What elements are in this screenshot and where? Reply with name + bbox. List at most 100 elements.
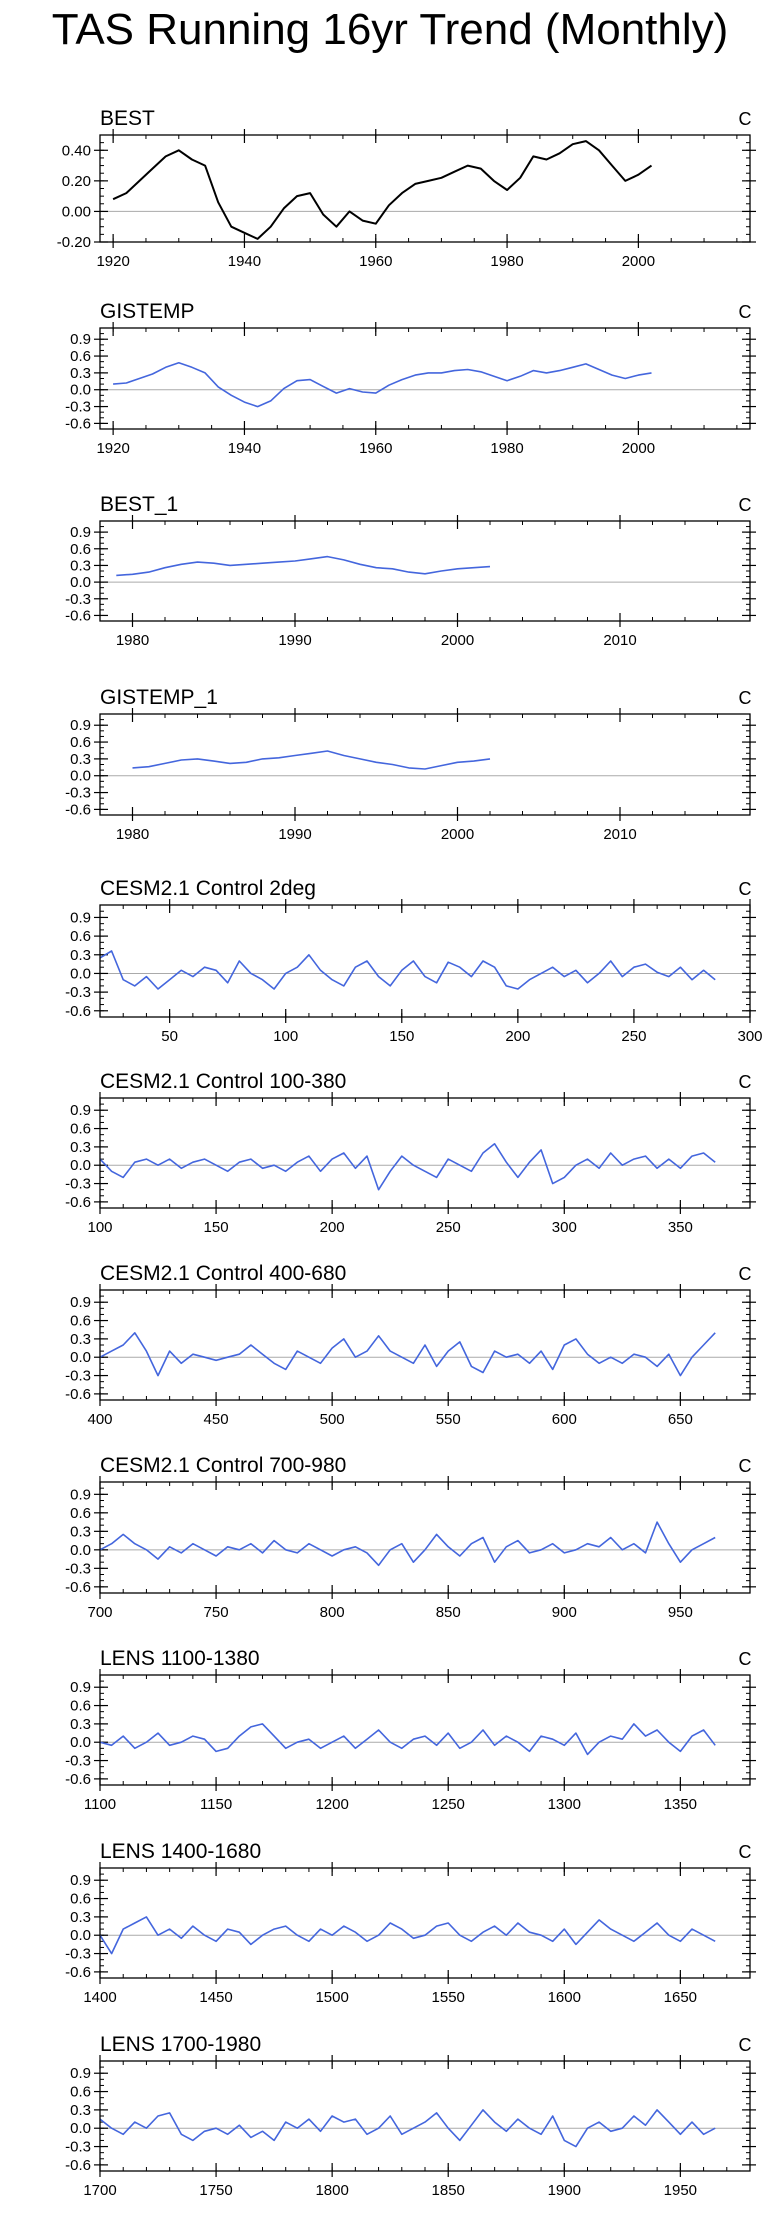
y-tick-label: 0.3 <box>70 1523 91 1540</box>
x-tick-label: 1750 <box>199 2182 232 2199</box>
x-tick-label: 350 <box>668 1219 693 1236</box>
series-line <box>99 1332 716 1377</box>
y-tick-label: 0.6 <box>70 348 91 365</box>
x-tick-label: 1960 <box>359 440 392 457</box>
panel-units: C <box>739 2035 752 2055</box>
y-tick-label: 0.9 <box>70 1872 91 1889</box>
x-tick-label: 300 <box>552 1219 577 1236</box>
y-tick-label: 0.0 <box>70 574 91 591</box>
panel-title: LENS 1700-1980 <box>100 2033 261 2056</box>
panel-title: BEST <box>100 107 155 130</box>
y-tick-label: 0.00 <box>62 203 91 220</box>
y-tick-label: -0.6 <box>65 607 91 624</box>
y-tick-label: 0.9 <box>70 717 91 734</box>
panel-units: C <box>739 879 752 899</box>
x-tick-label: 1200 <box>315 1796 348 1813</box>
x-tick-label: 1850 <box>432 2182 465 2199</box>
panel-units: C <box>739 1072 752 1092</box>
panel-units: C <box>739 495 752 515</box>
x-tick-label: 1300 <box>548 1796 581 1813</box>
y-tick-label: -0.3 <box>65 984 91 1001</box>
y-tick-label: -0.6 <box>65 415 91 432</box>
panel-11: LENS 1700-1980 C -0.6-0.3 0.00.30.6 0.9 1700 1… <box>65 2033 756 2199</box>
panel-1: BEST C -0.20 0.00 0.20 0.40 1920 1940 1960 1980 20… <box>57 107 756 270</box>
y-tick-label: 0.6 <box>70 541 91 558</box>
y-tick-label: 0.0 <box>70 768 91 785</box>
y-tick-label: 0.40 <box>62 142 91 159</box>
plot-frame <box>99 327 751 430</box>
y-tick-label: 0.9 <box>70 1679 91 1696</box>
series-line <box>113 361 652 408</box>
x-tick-label: 800 <box>320 1604 345 1621</box>
x-tick-label: 1920 <box>96 440 129 457</box>
plot-frame <box>99 1867 751 1979</box>
panel-title: CESM2.1 Control 700-980 <box>100 1454 346 1477</box>
panel-title: CESM2.1 Control 2deg <box>100 877 316 900</box>
y-tick-label: 0.9 <box>70 909 91 926</box>
y-tick-label: 0.3 <box>70 1716 91 1733</box>
panel-7: CESM2.1 Control 400-680 C-0.6-0.30.00.30.… <box>65 1262 756 1428</box>
x-tick-label: 200 <box>320 1219 345 1236</box>
series-line <box>99 1143 716 1191</box>
x-tick-label: 1960 <box>359 253 392 270</box>
x-tick-label: 450 <box>204 1411 229 1428</box>
y-tick-label: 0.6 <box>70 1313 91 1330</box>
x-tick-label: 2000 <box>441 826 474 843</box>
x-tick-label: 300 <box>737 1028 762 1045</box>
x-tick-label: 1920 <box>96 253 129 270</box>
panel-10: LENS 1400-1680 C -0.6-0.3 0.00.30.6 0.9 1400 1… <box>65 1840 756 2006</box>
y-tick-label: -0.3 <box>65 1368 91 1385</box>
panel-title: CESM2.1 Control 100-380 <box>100 1070 346 1093</box>
x-tick-label: 1940 <box>228 440 261 457</box>
y-tick-label: 0.6 <box>70 734 91 751</box>
panel-title: LENS 1400-1680 <box>100 1840 261 1863</box>
x-tick-label: 1980 <box>490 253 523 270</box>
y-tick-label: -0.20 <box>57 234 91 251</box>
plot-frame <box>99 1097 751 1209</box>
x-tick-label: 1450 <box>199 1989 232 2006</box>
plot-frame <box>99 904 751 1018</box>
y-tick-label: -0.6 <box>65 1964 91 1981</box>
x-tick-label: 100 <box>87 1219 112 1236</box>
y-tick-label: 0.6 <box>70 928 91 945</box>
y-tick-label: 0.6 <box>70 2084 91 2101</box>
x-tick-label: 550 <box>436 1411 461 1428</box>
x-tick-label: 250 <box>436 1219 461 1236</box>
series-line <box>99 1723 716 1756</box>
x-tick-label: 1350 <box>664 1796 697 1813</box>
x-tick-label: 850 <box>436 1604 461 1621</box>
panel-units: C <box>739 688 752 708</box>
x-tick-label: 1500 <box>315 1989 348 2006</box>
panel-8: CESM2.1 Control 700-980 C-0.6-0.30.00.30.… <box>65 1454 756 1621</box>
y-tick-label: -0.3 <box>65 1753 91 1770</box>
x-tick-label: 2000 <box>622 440 655 457</box>
plot-frame <box>99 520 751 622</box>
x-tick-label: 1980 <box>490 440 523 457</box>
y-tick-label: -0.3 <box>65 785 91 802</box>
y-tick-label: 0.9 <box>70 2065 91 2082</box>
y-tick-label: 0.6 <box>70 1505 91 1522</box>
y-tick-label: 0.6 <box>70 1891 91 1908</box>
y-tick-label: 0.20 <box>62 173 91 190</box>
panel-title: GISTEMP_1 <box>100 686 218 709</box>
y-tick-label: -0.6 <box>65 2157 91 2174</box>
panel-6: CESM2.1 Control 100-380 C-0.6-0.30.00.30.… <box>65 1070 756 1236</box>
x-tick-label: 1980 <box>116 632 149 649</box>
plot-frame <box>99 1289 751 1401</box>
y-tick-label: -0.6 <box>65 801 91 818</box>
y-tick-label: 0.3 <box>70 2102 91 2119</box>
plot-frame <box>99 2060 751 2172</box>
x-tick-label: 1100 <box>84 1796 116 1813</box>
x-tick-label: 500 <box>320 1411 345 1428</box>
x-tick-label: 1250 <box>432 1796 465 1813</box>
y-tick-label: 0.0 <box>70 1927 91 1944</box>
x-tick-label: 1550 <box>432 1989 465 2006</box>
series-line <box>99 1916 716 1955</box>
y-tick-label: -0.3 <box>65 591 91 608</box>
y-tick-label: -0.6 <box>65 1771 91 1788</box>
panel-title: GISTEMP <box>100 300 195 323</box>
x-tick-label: 1950 <box>664 2182 697 2199</box>
series-line <box>116 555 491 577</box>
y-tick-label: 0.9 <box>70 1102 91 1119</box>
x-tick-label: 1800 <box>315 2182 348 2199</box>
